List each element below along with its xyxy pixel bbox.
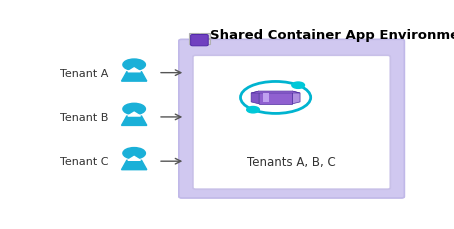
- Circle shape: [292, 83, 305, 89]
- Bar: [200, 34, 210, 39]
- Circle shape: [247, 107, 259, 113]
- Circle shape: [123, 60, 145, 71]
- Polygon shape: [122, 72, 147, 82]
- Polygon shape: [251, 92, 300, 94]
- Circle shape: [123, 148, 145, 159]
- Bar: [259, 92, 292, 104]
- Text: Tenant C: Tenant C: [60, 156, 109, 166]
- Polygon shape: [122, 161, 147, 170]
- Polygon shape: [292, 92, 300, 104]
- FancyBboxPatch shape: [179, 40, 405, 198]
- Text: Tenant B: Tenant B: [60, 112, 109, 122]
- Polygon shape: [128, 68, 140, 72]
- Bar: [200, 40, 210, 45]
- Polygon shape: [128, 157, 140, 161]
- Text: Tenant A: Tenant A: [60, 68, 109, 78]
- FancyBboxPatch shape: [191, 35, 208, 47]
- Polygon shape: [251, 92, 259, 104]
- Bar: [189, 40, 198, 45]
- Text: Tenants A, B, C: Tenants A, B, C: [247, 155, 336, 168]
- Polygon shape: [122, 117, 147, 126]
- FancyBboxPatch shape: [193, 56, 390, 189]
- Bar: [263, 93, 269, 103]
- Text: Shared Container App Environment: Shared Container App Environment: [210, 29, 454, 42]
- Polygon shape: [128, 113, 140, 117]
- Circle shape: [123, 104, 145, 115]
- Bar: [189, 34, 198, 39]
